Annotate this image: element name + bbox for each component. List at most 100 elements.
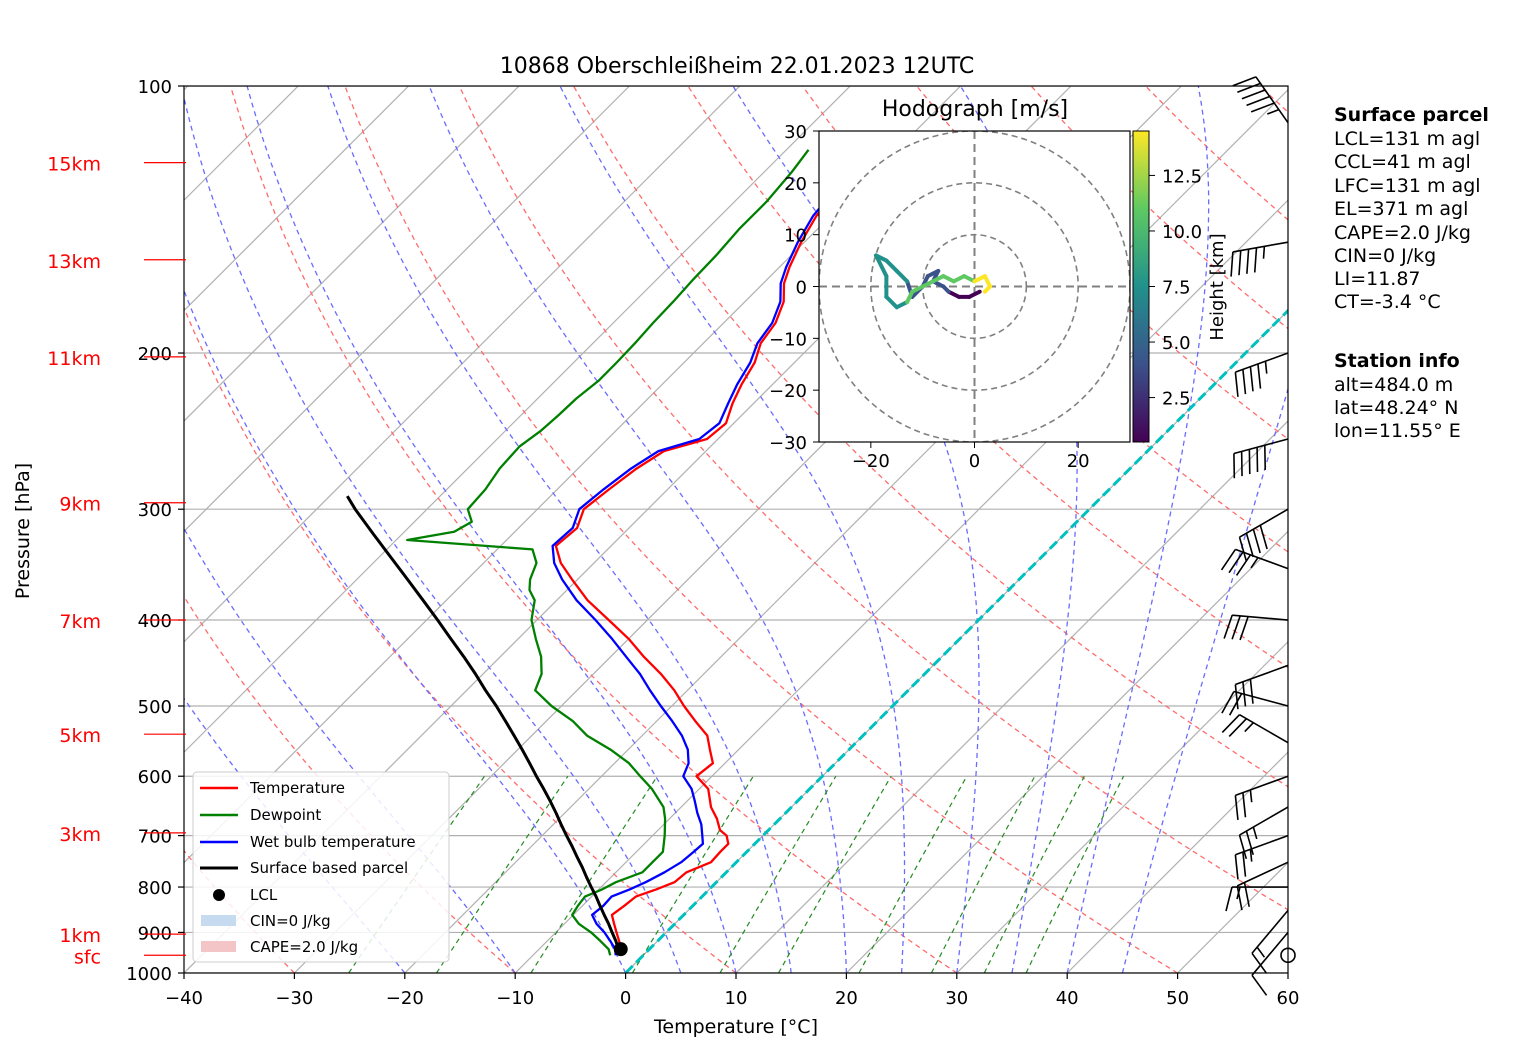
wind-barb-flag [1228, 693, 1243, 716]
wind-barb-staff [1239, 508, 1289, 538]
wind-barb-flag [1234, 372, 1239, 397]
hodograph-y-tick-label: 10 [784, 226, 807, 247]
wind-barb-staff [1233, 690, 1289, 707]
wind-barb-staff [1239, 806, 1289, 836]
pressure-tick-label: 300 [138, 500, 172, 521]
isotherm-line [184, 86, 630, 533]
wind-barb-flag [1236, 886, 1241, 900]
height-tick-label: 5km [59, 725, 101, 747]
moist-adiabat-line [732, 86, 980, 973]
x-tick-label: 20 [835, 988, 858, 1009]
x-tick-label: 10 [725, 988, 748, 1009]
wind-barb [1251, 931, 1289, 996]
wind-barb-flag [1238, 250, 1242, 276]
moist-adiabat-line [959, 86, 1078, 973]
height-tick-label: 3km [59, 824, 101, 846]
wind-barb-staff [1251, 931, 1289, 976]
temperature-line [554, 132, 892, 956]
surface-li: LI=11.87 [1334, 268, 1421, 290]
wind-barb-flag [1252, 826, 1258, 840]
wind-barb-flag [1242, 851, 1247, 877]
wind-barb-flag [1238, 536, 1248, 562]
height-tick-label: 9km [59, 494, 101, 516]
wind-barb-staff [1235, 548, 1289, 570]
moist-adiabat-line [327, 86, 792, 973]
wind-barb-flag [1239, 616, 1249, 641]
wind-barb [1220, 548, 1289, 576]
station-info-title: Station info [1334, 350, 1460, 372]
wind-barb-flag [1238, 834, 1248, 860]
station-alt: alt=484.0 m [1334, 374, 1453, 396]
pressure-tick-label: 800 [138, 878, 172, 899]
axes-labels: −40 −30 −20 −10 0 10 20 30 40 50 60 10020030040050… [12, 77, 1299, 1038]
legend-swatch-lcl [213, 889, 225, 901]
height-tick-label: 13km [47, 251, 101, 273]
wind-barb-flag [1221, 714, 1241, 734]
wind-barb-flag [1232, 76, 1257, 87]
wind-barb-flag [1266, 108, 1280, 115]
wind-barb-flag [1234, 795, 1239, 821]
isotherm-line [184, 86, 520, 422]
wind-barbs [1220, 76, 1296, 996]
wind-barb [1221, 690, 1289, 716]
x-tick-label: 40 [1056, 988, 1079, 1009]
wind-barb-flag [1242, 369, 1247, 395]
wind-barb-flag [1249, 366, 1254, 392]
moist-adiabat-line [1066, 86, 1210, 973]
wind-barb-flag [1234, 684, 1239, 710]
pressure-tick-label: 700 [138, 827, 172, 848]
wind-barb-flag [1228, 551, 1244, 574]
isotherm-line [184, 86, 410, 312]
x-tick-label: 0 [620, 988, 631, 1009]
hodograph-segment [884, 258, 899, 273]
hodograph-y-tick-label: −30 [769, 433, 807, 454]
mixing-ratio-line [631, 775, 754, 973]
wind-barb-staff [1232, 241, 1289, 253]
x-tick-label: −20 [386, 988, 424, 1009]
wind-barb-flag [1245, 532, 1255, 558]
colorbar-label: Height [km] [1207, 233, 1228, 340]
wind-barb-flag [1231, 615, 1241, 640]
wind-barb [1232, 76, 1289, 124]
wind-barb-flag [1246, 95, 1270, 107]
wind-barb [1221, 714, 1289, 744]
wind-barb-staff [1232, 614, 1289, 621]
pressure-tick-label: 100 [138, 77, 172, 98]
colorbar-tick-label: 10.0 [1162, 222, 1202, 243]
pressure-tick-label: 200 [138, 344, 172, 365]
surface-lfc: LFC=131 m agl [1334, 175, 1481, 197]
colorbar-tick-label: 12.5 [1162, 166, 1202, 187]
surface-parcel-title: Surface parcel [1334, 104, 1489, 126]
wind-barb-flag [1250, 102, 1275, 113]
wind-barb-staff [1233, 438, 1289, 455]
mixing-ratio-line [348, 775, 485, 973]
height-tick-label: 15km [47, 154, 101, 176]
hodograph-y-tick-label: 0 [796, 278, 807, 299]
chart-title: 10868 Oberschleißheim 22.01.2023 12UTC [500, 54, 975, 79]
legend-label-dewpoint: Dewpoint [250, 806, 321, 824]
wind-barb [1234, 352, 1289, 397]
legend-swatch-cin [201, 915, 236, 926]
wind-barb-staff [1239, 714, 1289, 744]
wind-barb-flag [1236, 885, 1243, 911]
hodograph-plot [819, 131, 1130, 442]
moist-adiabat-line [246, 86, 737, 973]
y-axis-label: Pressure [hPa] [12, 463, 34, 599]
wind-barb-flag [1250, 557, 1259, 569]
wind-barb [1238, 508, 1289, 562]
moist-adiabat-line [428, 86, 848, 973]
station-lon: lon=11.55° E [1334, 420, 1461, 442]
wind-barb-flag [1220, 548, 1237, 571]
colorbar-tick-label: 5.0 [1162, 333, 1191, 354]
moist-adiabat-line [184, 288, 627, 973]
height-tick-label: 1km [59, 925, 101, 947]
wind-barb-flag [1221, 691, 1235, 714]
wind-barb-flag [1228, 718, 1248, 738]
pressure-tick-label: 500 [138, 697, 172, 718]
hodograph-x-tick-label: −20 [852, 451, 890, 472]
wind-barb [1225, 886, 1288, 912]
wind-barb-flag [1242, 792, 1247, 818]
hodograph-x-tick-label: 0 [969, 451, 980, 472]
